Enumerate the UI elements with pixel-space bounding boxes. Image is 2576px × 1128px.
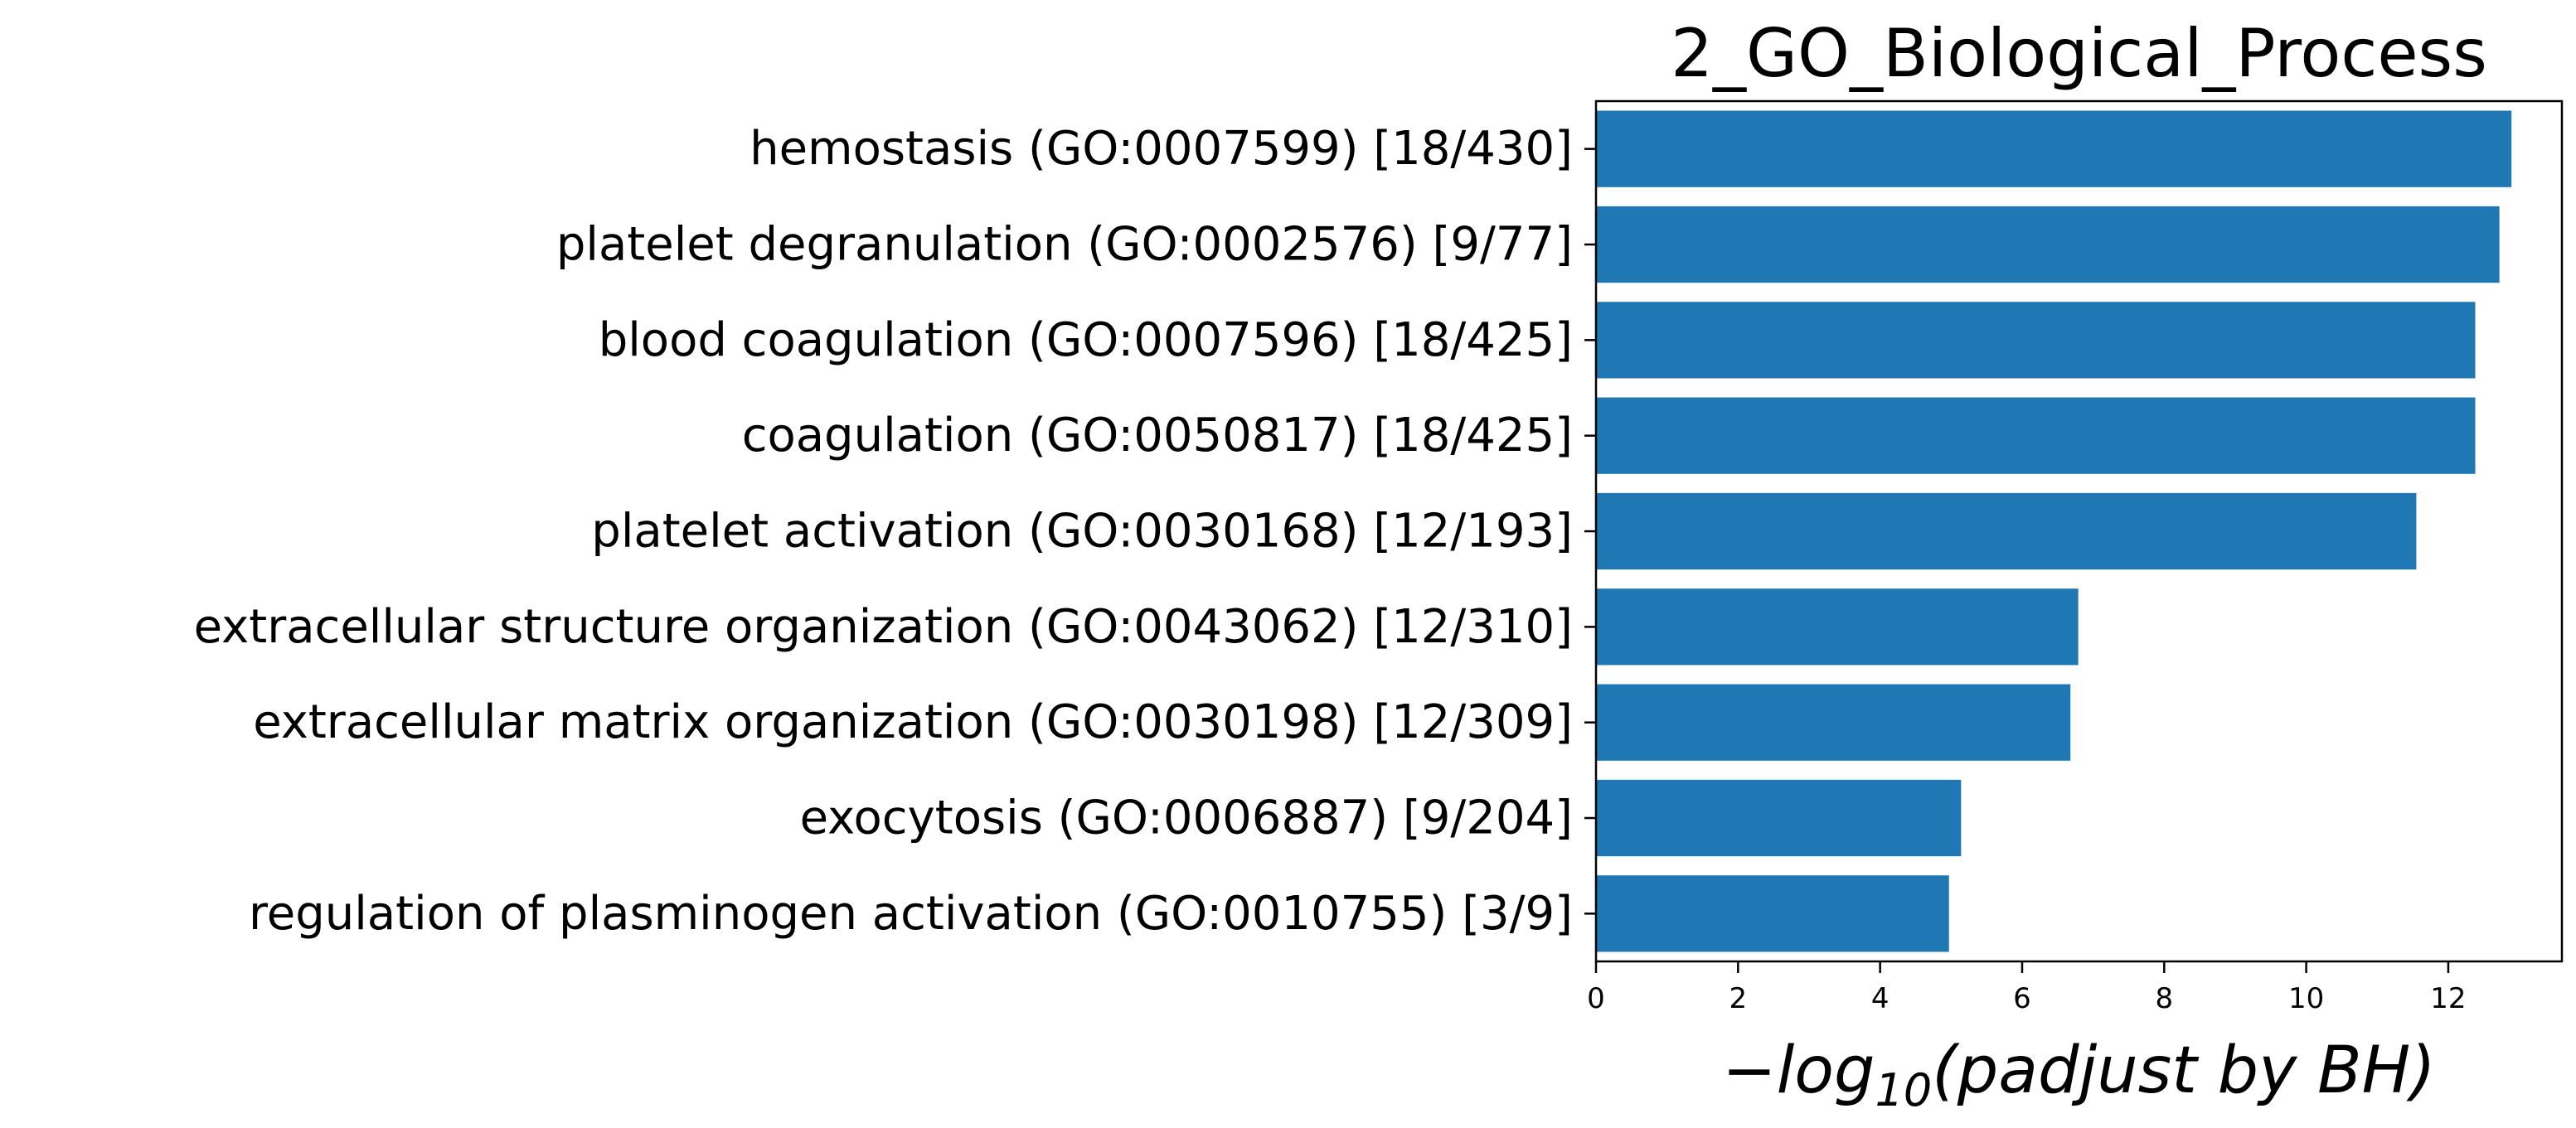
category-label: regulation of plasminogen activation (GO… — [249, 887, 1573, 941]
x-tick-label: 2 — [1729, 982, 1748, 1015]
category-label: extracellular structure organization (GO… — [194, 600, 1573, 654]
bar — [1596, 110, 2512, 187]
x-axis-label: −log10(padjust by BH) — [1722, 1034, 2435, 1116]
x-tick-label: 8 — [2155, 982, 2173, 1015]
bar — [1596, 302, 2476, 379]
bar — [1596, 588, 2079, 666]
x-tick-label: 0 — [1587, 982, 1605, 1015]
y-ticks-group — [1584, 148, 1596, 915]
bar — [1596, 779, 1962, 857]
bar — [1596, 397, 2476, 474]
x-tick-label: 4 — [1871, 982, 1890, 1015]
x-tick-label: 10 — [2288, 982, 2324, 1015]
category-label: extracellular matrix organization (GO:00… — [253, 695, 1573, 749]
category-label: platelet degranulation (GO:0002576) [9/7… — [556, 218, 1573, 272]
bar — [1596, 875, 1949, 952]
category-label: platelet activation (GO:0030168) [12/193… — [591, 505, 1573, 559]
category-labels-group: hemostasis (GO:0007599) [18/430] platelet… — [194, 122, 1573, 941]
chart-title: 2_GO_Biological_Process — [1671, 15, 2487, 92]
category-label: exocytosis (GO:0006887) [9/204] — [800, 792, 1573, 845]
category-label: hemostasis (GO:0007599) [18/430] — [750, 122, 1573, 176]
bar — [1596, 684, 2071, 761]
bar — [1596, 492, 2417, 570]
category-label: blood coagulation (GO:0007596) [18/425] — [599, 313, 1573, 367]
x-axis-label-subscript: 10 — [1875, 1064, 1933, 1116]
x-tick-label: 12 — [2430, 982, 2466, 1015]
x-axis-label-suffix: (padjust by BH) — [1932, 1034, 2435, 1108]
plot-frame — [1594, 99, 2564, 963]
bar — [1596, 206, 2500, 283]
x-tick-label: 6 — [2013, 982, 2031, 1015]
x-axis-label-prefix: −log — [1722, 1034, 1875, 1108]
category-label: coagulation (GO:0050817) [18/425] — [742, 409, 1573, 462]
x-ticks-group: 0 2 4 6 8 10 12 — [1587, 961, 2467, 1015]
bars-group — [1596, 110, 2512, 952]
